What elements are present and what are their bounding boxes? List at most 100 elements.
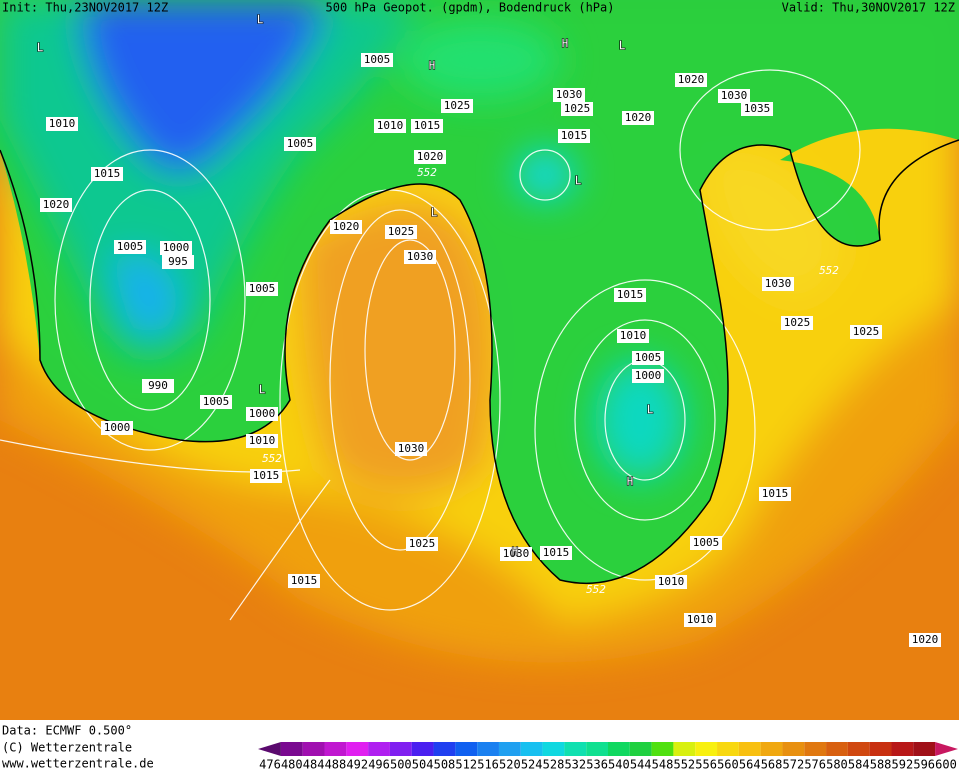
contour-label: 552 — [586, 583, 606, 596]
isobar-label-box — [162, 255, 194, 269]
isobar-label-box — [404, 250, 436, 264]
legend-swatch — [520, 742, 543, 756]
legend-swatch — [455, 742, 478, 756]
legend-swatch — [608, 742, 630, 756]
isobar-label-box — [385, 225, 417, 239]
isobar-label: 1005 — [117, 240, 144, 253]
isobar-label: 1005 — [364, 53, 391, 66]
isobar-label-box — [142, 379, 174, 393]
isobar-label: 1020 — [912, 633, 939, 646]
isobar-label: 1030 — [556, 88, 583, 101]
isobar-label: 1000 — [104, 421, 131, 434]
legend-swatch — [673, 742, 696, 756]
isobar-label: 1030 — [503, 547, 530, 560]
legend-swatch — [477, 742, 499, 756]
init-label: Init: Thu,23NOV2017 12Z — [2, 1, 168, 15]
legend-tick-label: 484 — [303, 758, 325, 771]
isobar-label: 1025 — [409, 537, 436, 550]
isobar-label: 1005 — [635, 351, 662, 364]
legend-swatch — [629, 742, 652, 756]
isobar-label: 990 — [148, 379, 168, 392]
pressure-center: H — [511, 545, 518, 559]
legend-tick-label: 592 — [892, 758, 914, 771]
isobar-label: 1015 — [561, 129, 588, 142]
legend-swatch — [498, 742, 521, 756]
legend-tick-label: 556 — [695, 758, 717, 771]
legend-tick-label: 540 — [608, 758, 630, 771]
isobar-label: 1025 — [564, 102, 591, 115]
isobar-label-box — [617, 329, 649, 343]
isobar-label: 1015 — [94, 167, 121, 180]
isobar-label: 1010 — [687, 613, 714, 626]
legend-swatch — [695, 742, 718, 756]
isobar-label-box — [741, 102, 773, 116]
legend-swatch — [826, 742, 848, 756]
isobar-label-box — [411, 119, 443, 133]
legend-tick-label: 492 — [346, 758, 368, 771]
legend-swatch — [368, 742, 390, 756]
isobar-label: 1025 — [784, 316, 811, 329]
isobar-label-box — [200, 395, 232, 409]
isobar-label: 1025 — [388, 225, 415, 238]
legend-swatch — [389, 742, 412, 756]
legend-tick-label: 552 — [673, 758, 695, 771]
isobar-label-box — [561, 102, 593, 116]
isobar-label-box — [374, 119, 406, 133]
isobar-label: 1015 — [253, 469, 280, 482]
isobar-label: 1000 — [249, 407, 276, 420]
isobar-label-box — [101, 421, 133, 435]
legend-tick-label: 512 — [455, 758, 477, 771]
legend-tick-label: 596 — [913, 758, 935, 771]
pressure-center: L — [258, 383, 265, 397]
legend-swatch — [913, 742, 936, 756]
isobar-label-box — [250, 469, 282, 483]
isobar-label-box — [655, 575, 687, 589]
isobar-label: 1010 — [377, 119, 404, 132]
legend-tick-label: 576 — [804, 758, 826, 771]
isobar-label-box — [246, 282, 278, 296]
isobar-label-box — [500, 547, 532, 561]
isobar-label-box — [632, 369, 664, 383]
isobar-label: 1030 — [765, 277, 792, 290]
legend-tick-label: 488 — [325, 758, 347, 771]
isobar-label: 1030 — [398, 442, 425, 455]
pressure-center: L — [256, 13, 263, 27]
isobar-label-box — [690, 536, 722, 550]
legend-tick-label: 476 — [259, 758, 281, 771]
legend-swatch — [586, 742, 608, 756]
isobar-label-box — [160, 241, 192, 255]
isobar-label-box — [284, 137, 316, 151]
legend-swatch — [717, 742, 739, 756]
isobar-label-box — [632, 351, 664, 365]
contour-label: 552 — [262, 452, 282, 465]
isobar-label-box — [540, 546, 572, 560]
isobar-label: 1000 — [635, 369, 662, 382]
footer-url: www.wetterzentrale.de — [2, 757, 154, 771]
legend-swatch — [760, 742, 783, 756]
legend-swatch — [280, 742, 303, 756]
isobar-label-box — [114, 240, 146, 254]
legend-tick-label: 520 — [499, 758, 521, 771]
legend-swatch — [433, 742, 456, 756]
legend-tick-label: 560 — [717, 758, 739, 771]
isobars — [0, 69, 861, 621]
contour-label: 552 — [819, 264, 839, 277]
legend-swatch — [847, 742, 870, 756]
isobar-label: 1000 — [163, 241, 190, 254]
isobar-label: 1015 — [617, 288, 644, 301]
pressure-center: L — [646, 403, 653, 417]
isobar-label-box — [718, 89, 750, 103]
isobar-label-box — [553, 88, 585, 102]
legend-tick-label: 584 — [848, 758, 870, 771]
legend-tick-label: 504 — [412, 758, 434, 771]
isobar-label-box — [288, 574, 320, 588]
isobar-label: 1005 — [287, 137, 314, 150]
legend-swatch — [782, 742, 805, 756]
isobar-label: 1030 — [407, 250, 434, 263]
isobar-label: 1015 — [291, 574, 318, 587]
isobar-label: 1005 — [203, 395, 230, 408]
legend-swatch — [564, 742, 587, 756]
pressure-center: H — [626, 475, 633, 489]
isobar-label: 1025 — [444, 99, 471, 112]
